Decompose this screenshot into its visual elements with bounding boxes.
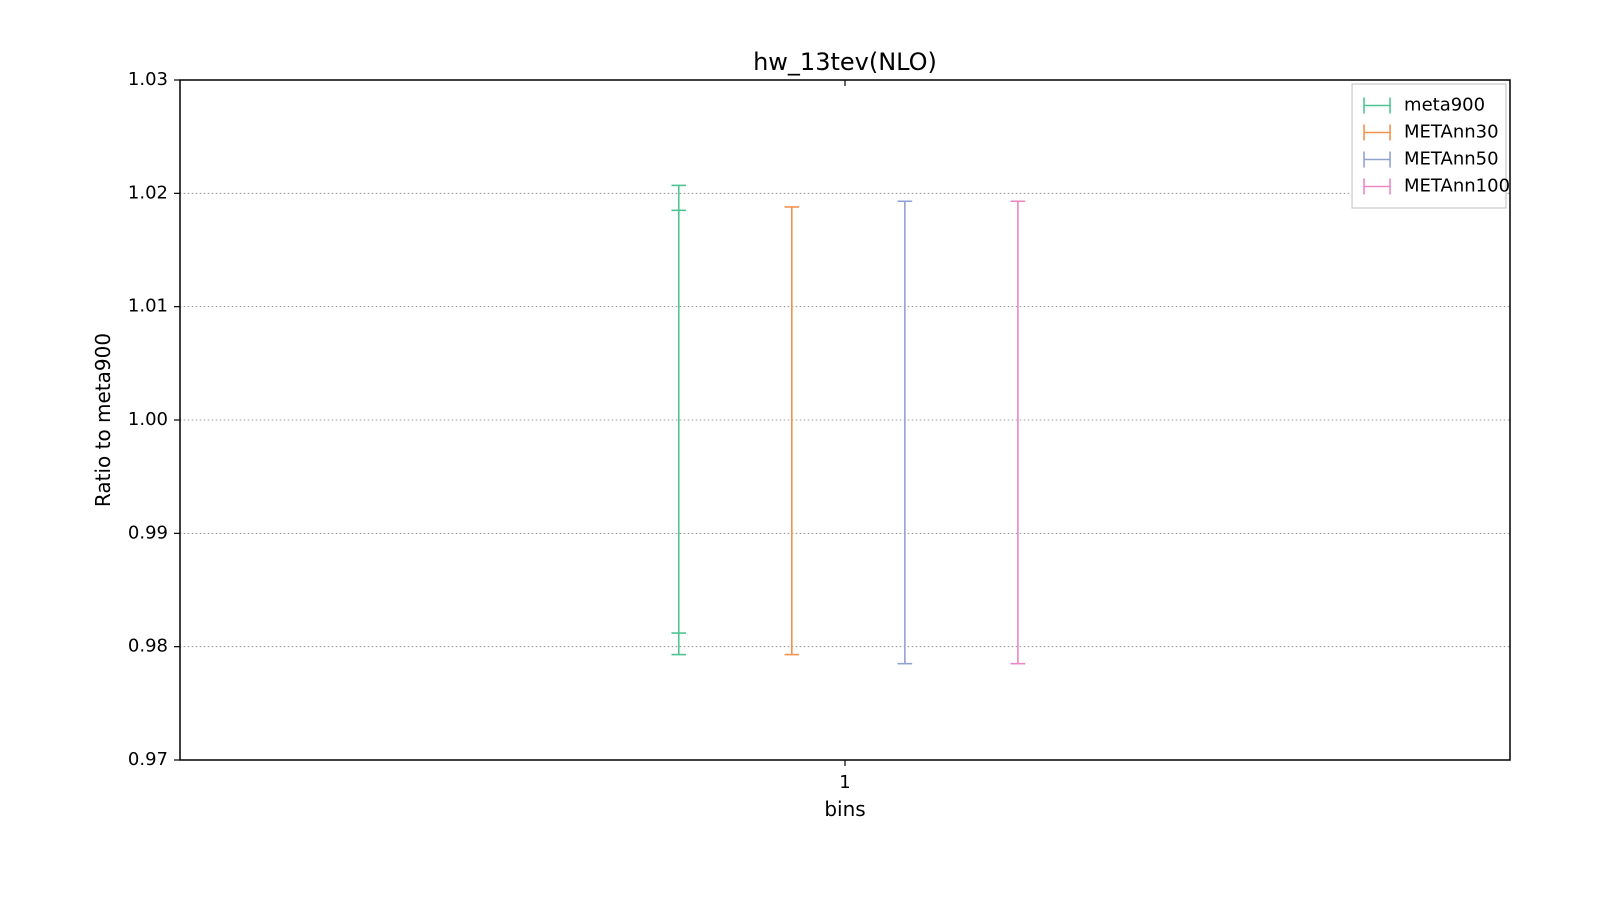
y-tick-label: 1.00 (128, 409, 168, 430)
legend-label: METAnn30 (1404, 122, 1499, 143)
y-tick-label: 1.01 (128, 296, 168, 317)
y-tick-label: 0.98 (128, 636, 168, 657)
legend-label: METAnn50 (1404, 149, 1499, 170)
x-tick-label: 1 (839, 772, 850, 793)
ratio-chart: 0.97 0.98 0.99 1.00 1.01 1.02 1.03 1 hw_13tev(NL… (0, 0, 1600, 900)
legend-label: meta900 (1404, 95, 1485, 116)
y-tick-label: 0.99 (128, 522, 168, 543)
y-tick-label: 0.97 (128, 749, 168, 770)
chart-title: hw_13tev(NLO) (753, 48, 937, 76)
y-tick-label: 1.03 (128, 69, 168, 90)
y-axis-label: Ratio to meta900 (91, 333, 115, 507)
y-tick-label: 1.02 (128, 182, 168, 203)
x-axis-label: bins (824, 797, 865, 821)
legend-label: METAnn100 (1404, 176, 1510, 197)
legend: meta900 METAnn30 METAnn50 METAnn100 (1352, 84, 1510, 208)
